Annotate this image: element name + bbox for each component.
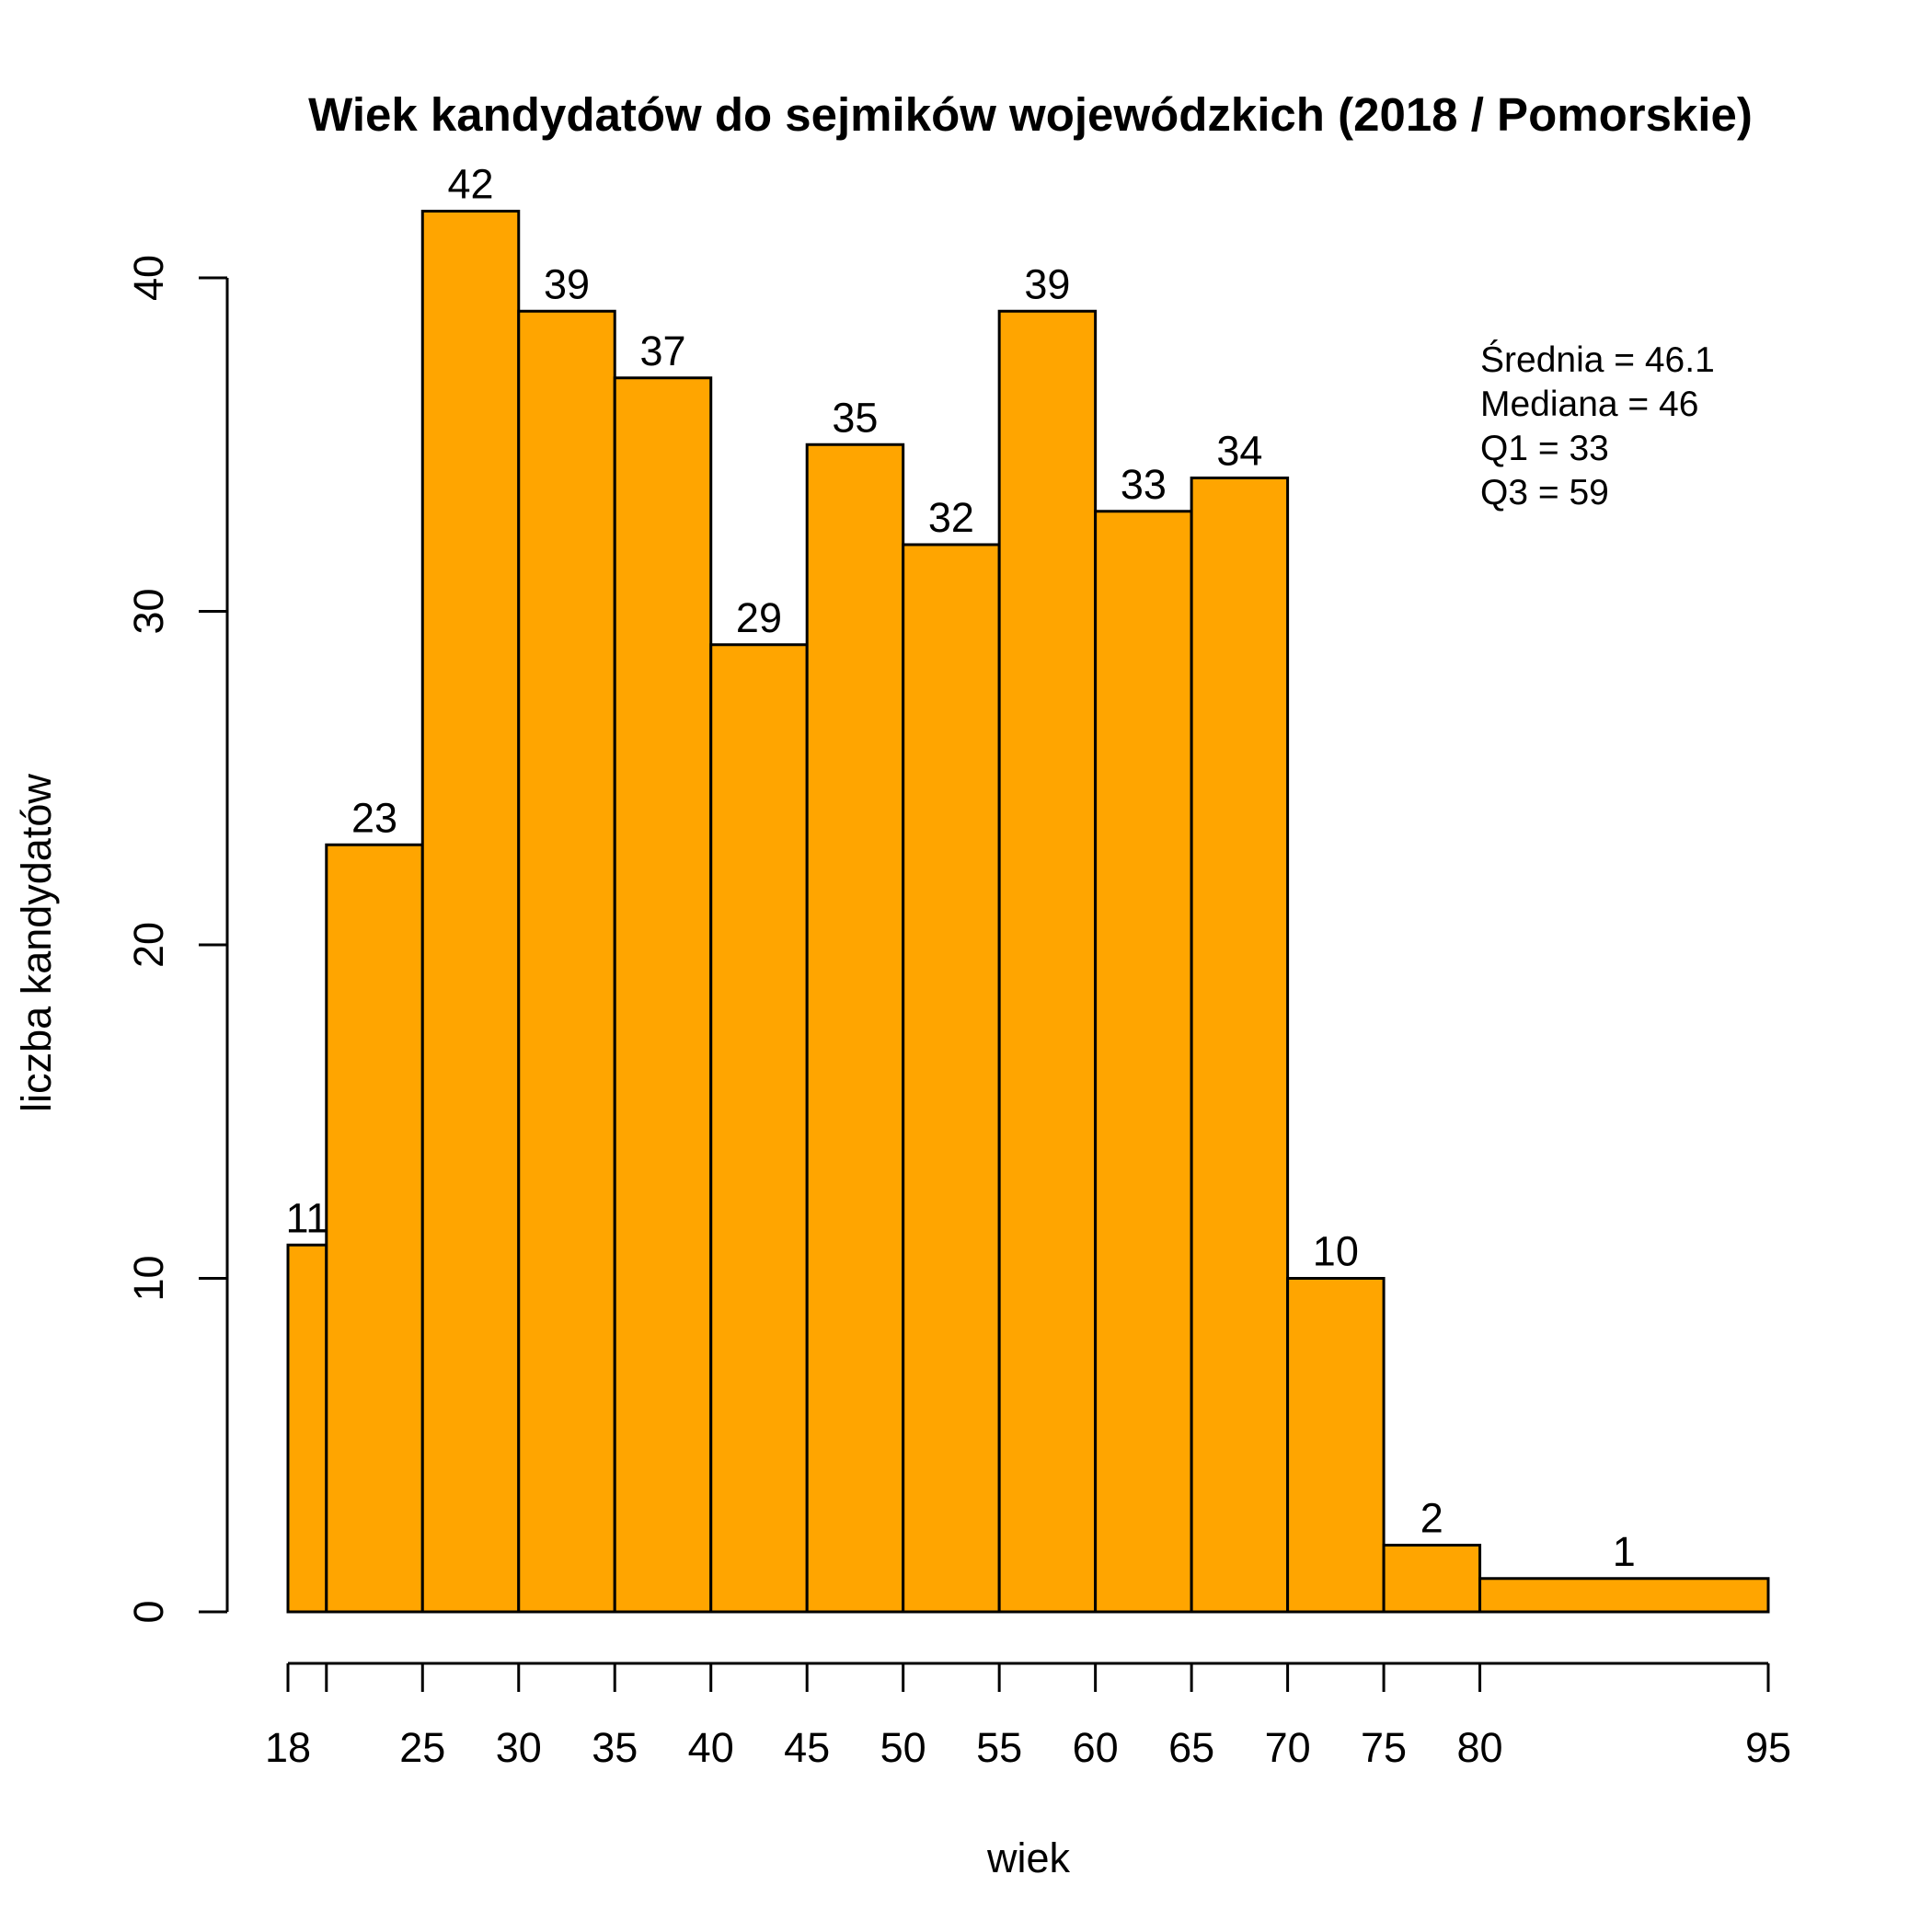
x-axis: 18 25 30 35 40 45 50 55 60 65 70 75 80 95 — [265, 1662, 1791, 1771]
x-tick-label-30: 30 — [496, 1724, 542, 1771]
histogram-bar-55-60 — [997, 309, 1098, 1614]
stats-box: Średnia = 46.1 Mediana = 46 Q1 = 33 Q3 = 59 — [1480, 339, 1715, 512]
bar-value-label-25-30: 42 — [447, 161, 493, 208]
bar-value-label-18-20: 11 — [286, 1194, 329, 1241]
histogram-bar-25-30 — [420, 210, 521, 1614]
stat-line-2: Q1 = 33 — [1480, 429, 1609, 468]
y-tick-label-30: 30 — [125, 588, 172, 634]
histogram-bar-20-25 — [325, 843, 424, 1614]
x-tick-label-60: 60 — [1073, 1724, 1119, 1771]
bar-labels-group: 11 23 42 39 37 29 35 32 39 33 34 10 2 1 — [286, 161, 1636, 1575]
bar-value-label-45-50: 35 — [832, 394, 878, 441]
histogram-bar-30-35 — [517, 309, 616, 1614]
x-tick-label-75: 75 — [1361, 1724, 1407, 1771]
x-tick-label-80: 80 — [1457, 1724, 1503, 1771]
histogram-bar-18-20 — [286, 1243, 328, 1614]
y-tick-label-40: 40 — [125, 255, 172, 301]
stat-line-3: Q3 = 59 — [1480, 473, 1609, 512]
bar-value-label-35-40: 37 — [639, 328, 685, 374]
y-axis: 0 10 20 30 40 — [125, 255, 229, 1624]
bar-value-label-60-65: 33 — [1121, 461, 1167, 508]
y-axis-label: liczba kandydatów — [13, 774, 60, 1112]
x-tick-label-70: 70 — [1265, 1724, 1311, 1771]
bars-group — [286, 210, 1770, 1614]
x-tick-label-25: 25 — [399, 1724, 445, 1771]
x-tick-label-95: 95 — [1745, 1724, 1791, 1771]
x-tick-label-55: 55 — [976, 1724, 1022, 1771]
histogram-bar-75-80 — [1382, 1544, 1482, 1614]
chart-title: Wiek kandydatów do sejmików wojewódzkich… — [308, 88, 1753, 141]
histogram-bar-70-75 — [1286, 1277, 1386, 1614]
x-tick-label-35: 35 — [592, 1724, 638, 1771]
x-tick-label-18: 18 — [265, 1724, 311, 1771]
x-axis-label: wiek — [986, 1834, 1071, 1881]
bar-value-label-80-95: 1 — [1613, 1528, 1636, 1575]
bar-value-label-65-70: 34 — [1216, 428, 1262, 475]
histogram-bar-80-95 — [1478, 1577, 1770, 1614]
bar-value-label-30-35: 39 — [544, 260, 590, 307]
stat-line-0: Średnia = 46.1 — [1480, 339, 1715, 380]
y-tick-label-10: 10 — [125, 1255, 172, 1301]
histogram-bar-45-50 — [805, 443, 905, 1614]
x-tick-label-40: 40 — [688, 1724, 734, 1771]
x-tick-label-50: 50 — [880, 1724, 926, 1771]
bar-value-label-20-25: 23 — [351, 794, 397, 841]
histogram-bar-50-55 — [902, 543, 1001, 1614]
bar-value-label-55-60: 39 — [1024, 260, 1070, 307]
bar-value-label-40-45: 29 — [736, 594, 782, 641]
y-tick-label-0: 0 — [125, 1600, 172, 1623]
histogram-bar-40-45 — [709, 643, 809, 1614]
x-tick-label-45: 45 — [784, 1724, 830, 1771]
histogram-bar-65-70 — [1190, 477, 1290, 1614]
y-tick-label-20: 20 — [125, 922, 172, 968]
stat-line-1: Mediana = 46 — [1480, 385, 1698, 424]
bar-value-label-70-75: 10 — [1313, 1228, 1359, 1275]
histogram-bar-35-40 — [613, 376, 713, 1614]
histogram-bar-60-65 — [1094, 510, 1193, 1614]
bar-value-label-50-55: 32 — [928, 494, 974, 541]
bar-value-label-75-80: 2 — [1420, 1495, 1443, 1542]
x-tick-label-65: 65 — [1168, 1724, 1214, 1771]
